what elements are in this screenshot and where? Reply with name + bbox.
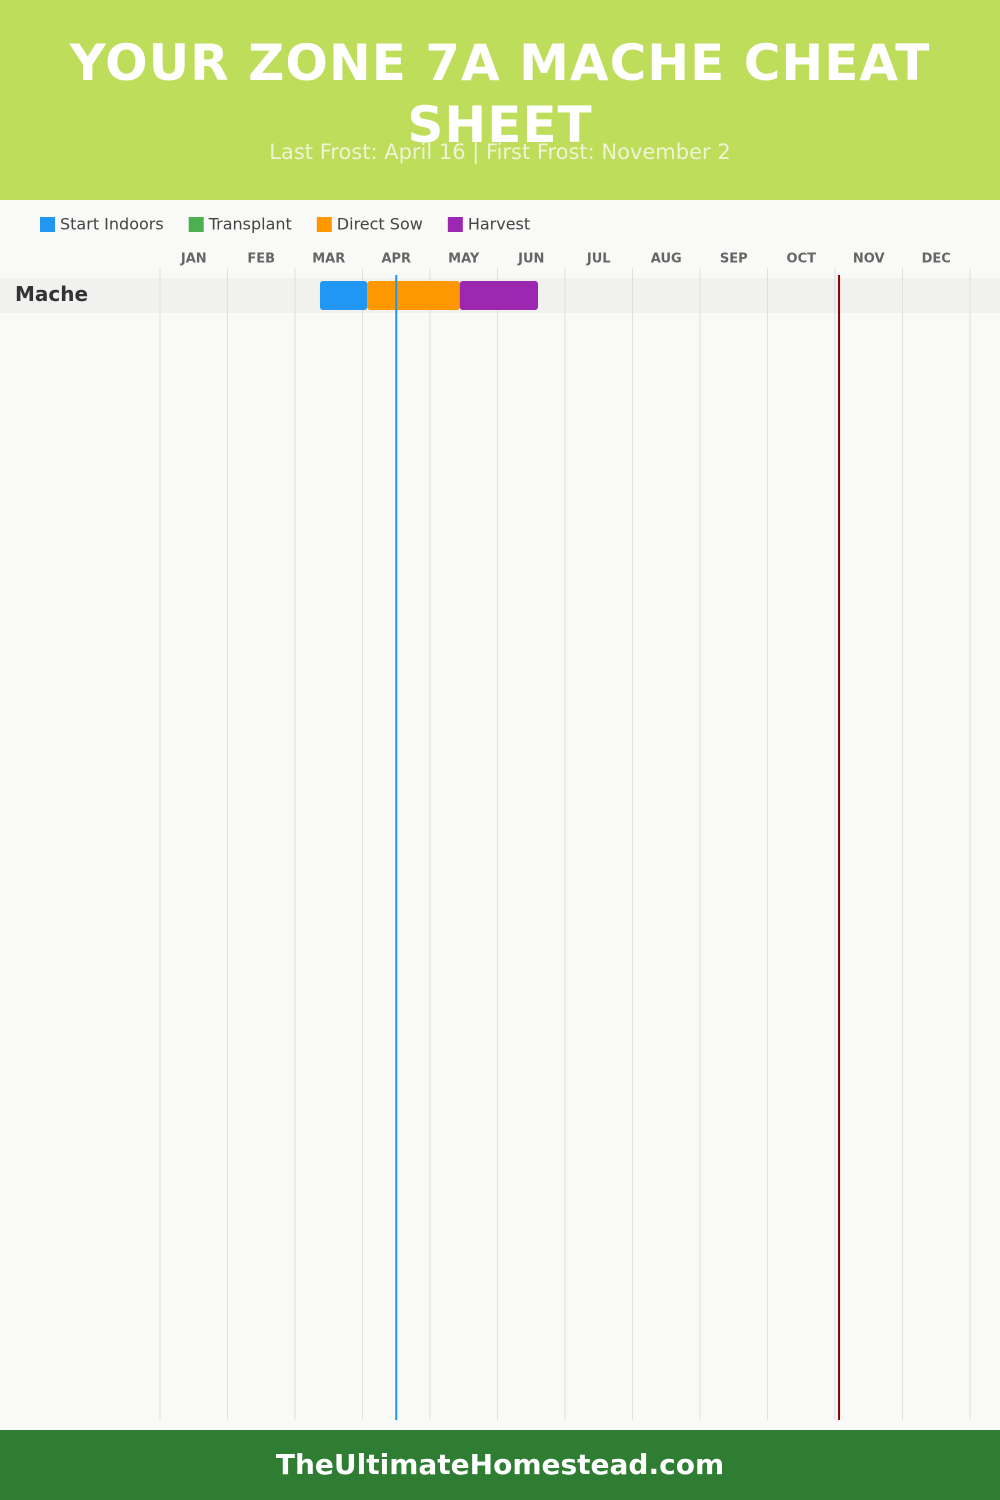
header: YOUR ZONE 7A MACHE CHEAT SHEET Last Fros… (0, 0, 1000, 200)
legend-swatch (447, 217, 463, 232)
legend-label: Transplant (208, 215, 292, 234)
legend-label: Start Indoors (60, 215, 164, 234)
x-tick-label: AUG (651, 252, 682, 267)
legend-label: Direct Sow (337, 215, 423, 234)
chart: Start Indoors Transplant Direct Sow Harvest… (0, 215, 1000, 1420)
x-tick-label: JAN (180, 252, 207, 267)
bar-segment (367, 281, 460, 310)
title: YOUR ZONE 7A MACHE CHEAT SHEET (69, 34, 931, 154)
bar-segment (319, 281, 368, 310)
legend-swatch (188, 217, 204, 232)
legend-swatch (316, 217, 332, 232)
bar-segment (459, 281, 538, 310)
legend-label: Harvest (468, 215, 530, 234)
legend-swatch (40, 217, 55, 232)
x-tick-label: FEB (247, 252, 275, 267)
x-tick-label: OCT (787, 252, 817, 267)
footer: TheUltimateHomestead.com (0, 1430, 1000, 1500)
x-tick-label: JUN (517, 252, 544, 267)
subtitle: Last Frost: April 16 | First Frost: Nove… (269, 140, 731, 164)
x-tick-label: DEC (922, 252, 951, 267)
x-tick-label: JUL (586, 252, 611, 267)
row-label: Mache (15, 282, 88, 306)
x-tick-label: NOV (853, 252, 885, 267)
x-tick-label: MAR (312, 252, 345, 267)
x-tick-label: APR (381, 252, 411, 267)
x-tick-label: MAY (448, 252, 480, 267)
x-tick-label: SEP (720, 252, 748, 267)
